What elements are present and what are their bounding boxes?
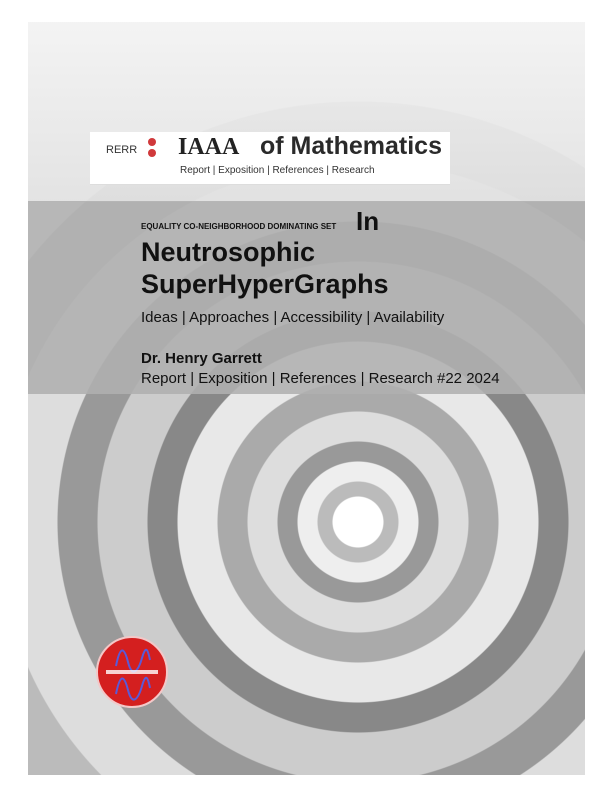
masthead-subtitle: Report | Exposition | References | Resea…: [180, 165, 375, 176]
masthead: RERR IAAA of Mathematics Report | Exposi…: [90, 132, 450, 185]
brand-name: IAAA: [178, 134, 240, 160]
publisher-label: RERR: [106, 144, 138, 156]
seal-logo-icon: [96, 636, 168, 708]
red-dots-icon: [148, 138, 156, 160]
in-word: In: [356, 206, 380, 236]
author: Dr. Henry Garrett: [141, 350, 262, 367]
title-line-2: SuperHyperGraphs: [141, 269, 389, 299]
kicker: EQUALITY CO-NEIGHBORHOOD DOMINATING SET: [141, 222, 337, 231]
page-title: Neutrosophic SuperHyperGraphs: [141, 236, 389, 300]
tagline: Ideas | Approaches | Accessibility | Ava…: [141, 309, 445, 326]
title-band: [28, 201, 585, 394]
series-info: Report | Exposition | References | Resea…: [141, 370, 500, 387]
journal-name: of Mathematics: [260, 132, 442, 160]
title-line-1: Neutrosophic: [141, 237, 316, 267]
